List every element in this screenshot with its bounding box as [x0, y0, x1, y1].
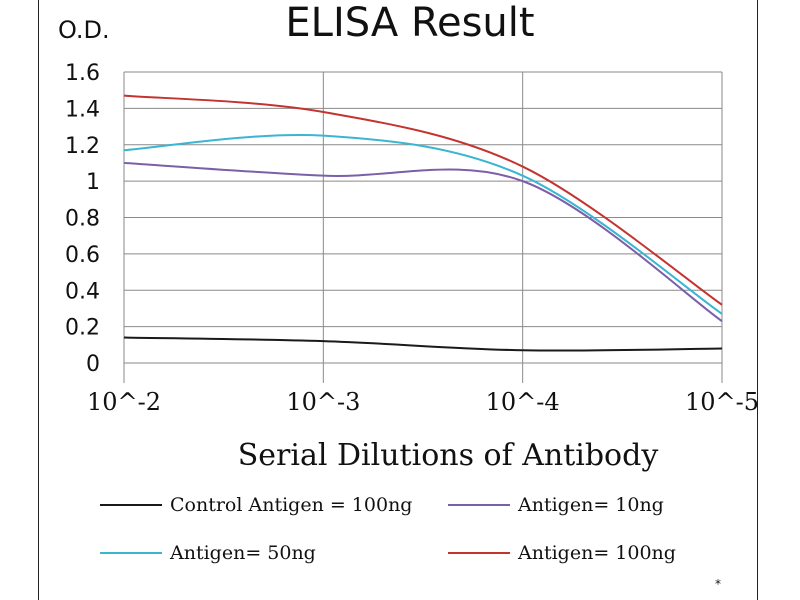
y-axis-label: O.D. — [58, 16, 110, 44]
legend-entry: Antigen= 100ng — [517, 542, 676, 564]
x-tick-label: 10^-3 — [286, 388, 360, 416]
series-line-1 — [123, 336, 723, 352]
series-line-3 — [123, 133, 723, 315]
y-tick-label: 1.2 — [65, 134, 100, 159]
x-tick-label: 10^-4 — [486, 388, 560, 416]
series-line-2 — [123, 161, 723, 322]
chart-title: ELISA Result — [285, 0, 534, 46]
x-axis-ticks: 10^-2 10^-3 10^-4 10^-5 — [87, 388, 759, 416]
y-tick-label: 0.4 — [65, 279, 100, 304]
annotation-mark: * — [715, 577, 721, 591]
y-tick-label: 1.4 — [65, 97, 100, 122]
legend-entry: Antigen= 50ng — [169, 542, 316, 564]
chart-frame — [38, 0, 758, 600]
y-tick-label: 1 — [86, 170, 100, 195]
y-tick-label: 0 — [86, 352, 100, 377]
series-line-4 — [123, 94, 723, 306]
legend-entry: Antigen= 10ng — [517, 494, 664, 516]
x-tick-label: 10^-5 — [685, 388, 759, 416]
grid — [123, 71, 723, 383]
series-lines — [123, 94, 723, 352]
legend-entry: Control Antigen = 100ng — [170, 494, 412, 516]
x-tick-label: 10^-2 — [87, 388, 161, 416]
y-tick-label: 1.6 — [65, 61, 100, 86]
y-tick-label: 0.2 — [65, 316, 100, 341]
y-tick-label: 0.6 — [65, 243, 100, 268]
y-axis-ticks: 0 0.2 0.4 0.6 0.8 1 1.2 1.4 1.6 — [65, 61, 100, 377]
y-tick-label: 0.8 — [65, 207, 100, 232]
x-axis-label: Serial Dilutions of Antibody — [238, 438, 659, 473]
legend: Control Antigen = 100ng Antigen= 10ng Anti… — [100, 494, 676, 564]
